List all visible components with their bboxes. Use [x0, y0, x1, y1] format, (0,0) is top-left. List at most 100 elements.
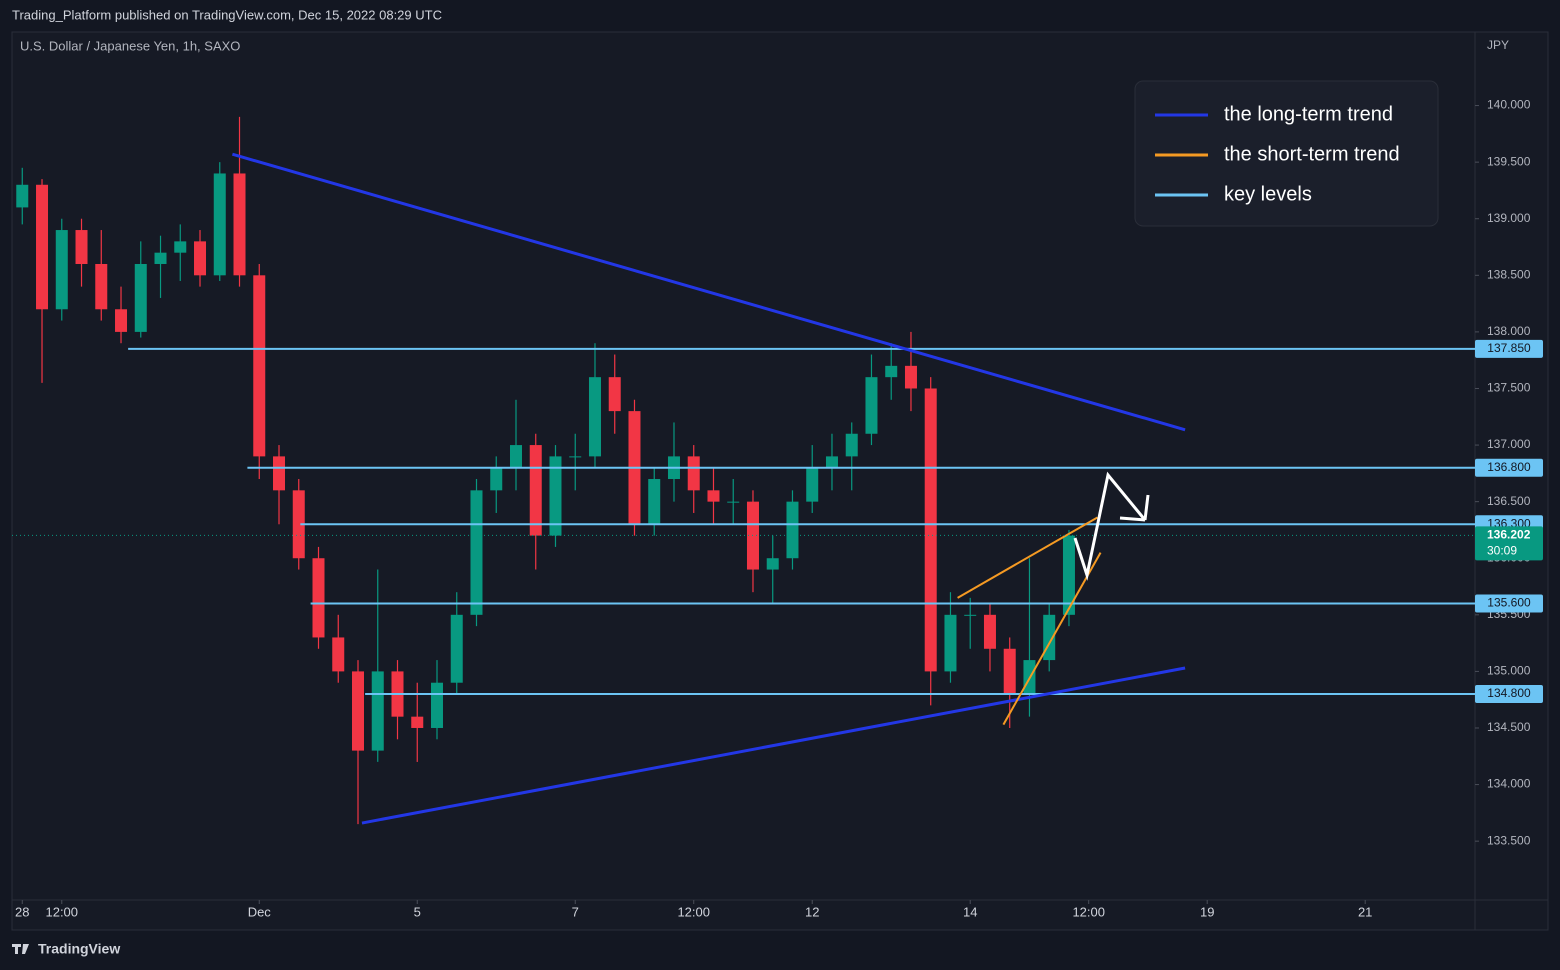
- last-price-label: 136.202: [1487, 528, 1531, 542]
- candle-body: [1062, 535, 1075, 615]
- key-level-label: 134.800: [1487, 686, 1531, 700]
- candle-body: [470, 490, 483, 615]
- candle-body: [134, 263, 147, 332]
- x-tick-label: 28: [15, 904, 29, 919]
- candle-body: [450, 614, 463, 683]
- y-tick-label: 138.500: [1487, 267, 1531, 281]
- legend-box: [1134, 80, 1439, 227]
- candle-body: [233, 173, 246, 276]
- candle-body: [964, 614, 977, 616]
- y-tick-label: 137.500: [1487, 381, 1531, 395]
- key-level-box: [1475, 685, 1543, 704]
- trend-line: [1002, 552, 1102, 726]
- logo-icon: [12, 944, 29, 954]
- candle-body: [332, 637, 345, 672]
- candle-body: [924, 388, 937, 672]
- candle-body: [36, 184, 49, 310]
- candle-body: [806, 467, 819, 502]
- candle-body: [213, 173, 226, 276]
- y-tick-label: 134.500: [1487, 720, 1531, 734]
- footer-logo: TradingView: [38, 941, 120, 957]
- trend-line: [957, 516, 1098, 599]
- candle-body: [174, 241, 187, 253]
- candle-body: [727, 501, 740, 503]
- candle-body: [253, 275, 266, 457]
- candle-body: [115, 309, 128, 332]
- candle-body: [509, 445, 522, 468]
- candle-body: [786, 501, 799, 559]
- y-tick-label: 135.000: [1487, 664, 1531, 678]
- candle-body: [55, 230, 68, 310]
- candle-body: [648, 479, 661, 525]
- trend-line: [361, 666, 1186, 825]
- last-price-box: [1475, 526, 1543, 561]
- x-tick-label: 12:00: [45, 904, 78, 919]
- x-tick-label: 19: [1200, 904, 1214, 919]
- candle-body: [885, 365, 898, 378]
- candle-body: [608, 377, 621, 412]
- y-tick-label: 136.500: [1487, 494, 1531, 508]
- y-tick-label: 137.000: [1487, 437, 1531, 451]
- y-tick-label: 134.000: [1487, 777, 1531, 791]
- countdown-label: 30:09: [1487, 544, 1517, 558]
- candle-body: [904, 365, 917, 389]
- candle-body: [944, 614, 957, 672]
- candle-body: [95, 263, 108, 310]
- y-axis-label: JPY: [1487, 38, 1509, 52]
- key-level-label: 137.850: [1487, 341, 1531, 355]
- candle-body: [569, 456, 582, 458]
- legend-label: the long-term trend: [1224, 103, 1393, 125]
- y-tick-label: 139.500: [1487, 154, 1531, 168]
- candle-body: [16, 184, 29, 208]
- candle-body: [845, 433, 858, 457]
- symbol-title: U.S. Dollar / Japanese Yen, 1h, SAXO: [20, 38, 240, 53]
- candle-body: [371, 671, 384, 751]
- y-tick-label: 139.000: [1487, 211, 1531, 225]
- x-tick-label: 12: [805, 904, 819, 919]
- key-level-label: 135.600: [1487, 596, 1531, 610]
- candle-body: [430, 682, 443, 728]
- key-level-box: [1475, 594, 1543, 613]
- candle-body: [490, 467, 503, 491]
- candle-body: [588, 377, 601, 457]
- candle-body: [707, 490, 720, 502]
- trend-line: [231, 152, 1186, 432]
- candle-body: [411, 716, 424, 728]
- candle-body: [154, 252, 167, 264]
- candle-body: [825, 456, 838, 468]
- candle-body: [549, 456, 562, 536]
- candle-body: [865, 377, 878, 434]
- x-tick-label: Dec: [248, 904, 272, 919]
- marks: 133.500134.000134.500135.000135.500136.0…: [12, 98, 1543, 919]
- y-tick-label: 138.000: [1487, 324, 1531, 338]
- candle-body: [983, 614, 996, 649]
- x-tick-label: 7: [572, 904, 579, 919]
- candle-body: [273, 456, 286, 491]
- legend-label: the short-term trend: [1224, 143, 1400, 165]
- header: Trading_Platform published on TradingVie…: [12, 7, 442, 22]
- candle-body: [352, 671, 365, 751]
- candle-body: [529, 445, 542, 536]
- candle-body: [194, 241, 207, 276]
- y-tick-label: 140.000: [1487, 98, 1531, 112]
- candle-body: [1003, 648, 1016, 695]
- x-tick-label: 12:00: [1072, 904, 1105, 919]
- x-tick-label: 21: [1358, 904, 1372, 919]
- candle-body: [687, 456, 700, 491]
- legend-label: key levels: [1224, 183, 1312, 205]
- x-tick-label: 5: [414, 904, 421, 919]
- candle-body: [766, 558, 779, 570]
- key-level-label: 136.800: [1487, 460, 1531, 474]
- key-level-box: [1475, 339, 1543, 358]
- x-tick-label: 14: [963, 904, 977, 919]
- x-tick-label: 12:00: [677, 904, 710, 919]
- candle-body: [75, 230, 88, 264]
- legend: the long-term trend the short-term trend k…: [1155, 103, 1400, 205]
- key-level-box: [1475, 458, 1543, 477]
- candle-body: [292, 490, 305, 559]
- candle-body: [312, 558, 325, 638]
- y-tick-label: 133.500: [1487, 833, 1531, 847]
- forecast-arrow: [1073, 471, 1150, 581]
